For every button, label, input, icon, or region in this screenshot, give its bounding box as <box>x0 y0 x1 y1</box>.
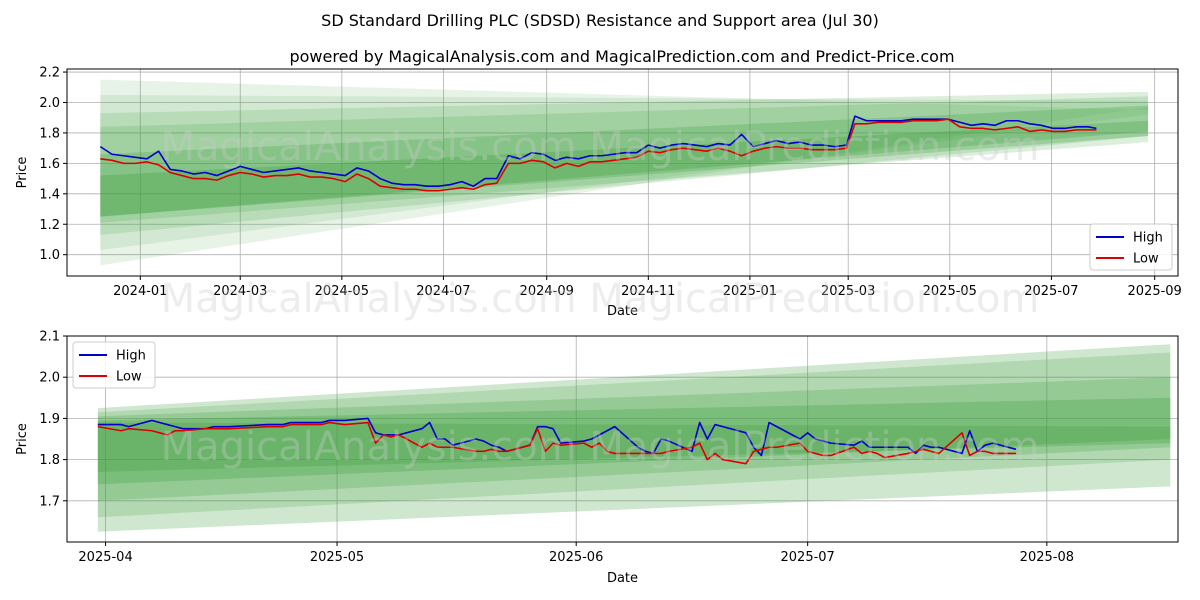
axes-frame <box>66 335 1179 543</box>
series-line-low <box>97 421 1016 465</box>
y-tick-label: 1.8 <box>39 126 60 141</box>
support-resistance-band <box>100 94 1149 251</box>
support-resistance-band <box>97 397 1171 485</box>
y-tick-label: 1.6 <box>39 157 60 172</box>
x-tick-label: 2025-05 <box>923 284 977 299</box>
y-tick-label: 2.1 <box>39 330 60 345</box>
x-tick-label: 2024-03 <box>213 284 267 299</box>
watermarks: MagicalAnalysis.com MagicalPrediction.co… <box>161 124 1040 470</box>
x-tick-label: 2025-07 <box>1024 284 1078 299</box>
y-tick-label: 2.0 <box>39 371 60 386</box>
support-resistance-band <box>97 377 1171 501</box>
watermark: MagicalAnalysis.com MagicalPrediction.co… <box>161 124 1040 170</box>
x-tick-label: 2024-07 <box>416 284 470 299</box>
support-resistance-band <box>97 422 1171 472</box>
support-resistance-band <box>100 79 1149 266</box>
y-axis-label: Price <box>15 423 30 455</box>
y-tick-label: 1.4 <box>39 187 60 202</box>
bottom-chart-panel: 2025-04 2025-05 2025-06 2025-07 2025-08 1.7 1.… <box>15 330 1179 586</box>
support-resistance-band <box>100 91 1149 235</box>
series-line-low <box>100 118 1097 192</box>
x-tick-label: 2025-01 <box>723 284 777 299</box>
x-tick-label: 2025-03 <box>821 284 875 299</box>
x-axis-label: Date <box>607 304 638 319</box>
legend-label-high: High <box>1133 231 1163 246</box>
x-tick-label: 2025-06 <box>549 550 603 565</box>
x-tick-label: 2024-09 <box>520 284 574 299</box>
x-tick-label: 2024-05 <box>315 284 369 299</box>
x-tick-label: 2025-09 <box>1128 284 1182 299</box>
chart-subtitle: powered by MagicalAnalysis.com and Magic… <box>289 47 954 66</box>
y-tick-label: 2.0 <box>39 96 60 111</box>
x-tick-label: 2025-07 <box>781 550 835 565</box>
support-resistance-band <box>97 344 1171 532</box>
legend-label-low: Low <box>116 370 142 385</box>
support-resistance-band <box>100 105 1149 217</box>
legend: High Low <box>1089 223 1173 271</box>
legend-label-low: Low <box>1133 252 1159 267</box>
x-tick-label: 2024-01 <box>113 284 167 299</box>
watermark: MagicalAnalysis.com MagicalPrediction.co… <box>161 276 1040 322</box>
axes-frame <box>66 68 1179 277</box>
y-tick-label: 1.8 <box>39 453 60 468</box>
x-tick-label: 2025-05 <box>310 550 364 565</box>
chart-title: SD Standard Drilling PLC (SDSD) Resistan… <box>321 11 879 30</box>
x-axis-label: Date <box>607 571 638 586</box>
y-tick-label: 1.9 <box>39 412 60 427</box>
y-tick-label: 2.2 <box>39 66 60 81</box>
top-chart-panel: 2024-01 2024-03 2024-05 2024-07 2024-09 2024-… <box>15 66 1182 319</box>
x-tick-label: 2025-08 <box>1020 550 1074 565</box>
y-tick-label: 1.0 <box>39 248 60 263</box>
y-tick-label: 1.7 <box>39 494 60 509</box>
series-line-high <box>97 417 1017 457</box>
legend-label-high: High <box>116 349 146 364</box>
x-tick-label: 2024-11 <box>621 284 675 299</box>
x-tick-label: 2025-04 <box>78 550 132 565</box>
series-line-high <box>99 115 1097 187</box>
legend: High Low <box>72 341 156 389</box>
watermark: MagicalAnalysis.com MagicalPrediction.co… <box>161 424 1040 470</box>
y-axis-label: Price <box>15 157 30 189</box>
support-resistance-band <box>97 352 1171 518</box>
y-tick-label: 1.2 <box>39 218 60 233</box>
support-resistance-band <box>100 120 1149 217</box>
